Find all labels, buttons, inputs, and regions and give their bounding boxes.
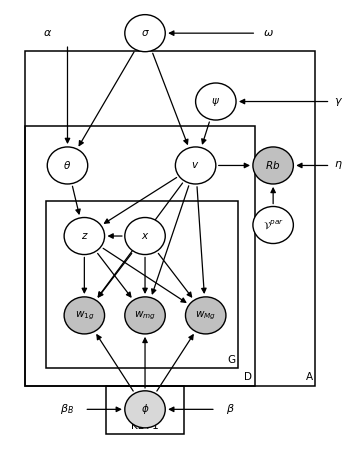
Text: $\gamma$: $\gamma$ — [334, 95, 343, 108]
Ellipse shape — [253, 207, 293, 243]
Text: $x$: $x$ — [141, 231, 149, 241]
Text: $v$: $v$ — [192, 161, 200, 171]
Ellipse shape — [125, 297, 165, 334]
Ellipse shape — [125, 391, 165, 428]
Text: $z$: $z$ — [80, 231, 88, 241]
Text: $\theta$: $\theta$ — [63, 159, 72, 171]
Text: $\omega$: $\omega$ — [263, 28, 274, 38]
Ellipse shape — [64, 217, 105, 255]
Ellipse shape — [175, 147, 216, 184]
Text: $\alpha$: $\alpha$ — [43, 28, 52, 38]
Text: $\psi$: $\psi$ — [211, 95, 220, 108]
Ellipse shape — [64, 297, 105, 334]
Bar — [106, 386, 184, 435]
Ellipse shape — [196, 83, 236, 120]
Text: $w_{1g}$: $w_{1g}$ — [75, 309, 94, 322]
Ellipse shape — [47, 147, 88, 184]
Bar — [45, 201, 238, 368]
Text: $w_{mg}$: $w_{mg}$ — [134, 309, 156, 322]
Ellipse shape — [253, 147, 293, 184]
Text: $\phi$: $\phi$ — [141, 402, 149, 416]
Text: $\beta$: $\beta$ — [226, 402, 235, 416]
Text: $\eta$: $\eta$ — [334, 159, 343, 171]
Text: $\mathcal{V}^{par}$: $\mathcal{V}^{par}$ — [262, 219, 284, 231]
Bar — [25, 126, 255, 386]
Ellipse shape — [125, 217, 165, 255]
Text: $\beta_B$: $\beta_B$ — [60, 402, 74, 416]
Text: D: D — [244, 373, 252, 382]
Text: $w_{Mg}$: $w_{Mg}$ — [195, 309, 216, 322]
Text: $\sigma$: $\sigma$ — [141, 28, 149, 38]
Text: KL+1: KL+1 — [131, 421, 159, 431]
Text: G: G — [227, 355, 235, 365]
Text: A: A — [305, 373, 313, 382]
Bar — [25, 51, 315, 386]
Ellipse shape — [125, 15, 165, 52]
Text: $Rb$: $Rb$ — [266, 159, 281, 171]
Ellipse shape — [185, 297, 226, 334]
